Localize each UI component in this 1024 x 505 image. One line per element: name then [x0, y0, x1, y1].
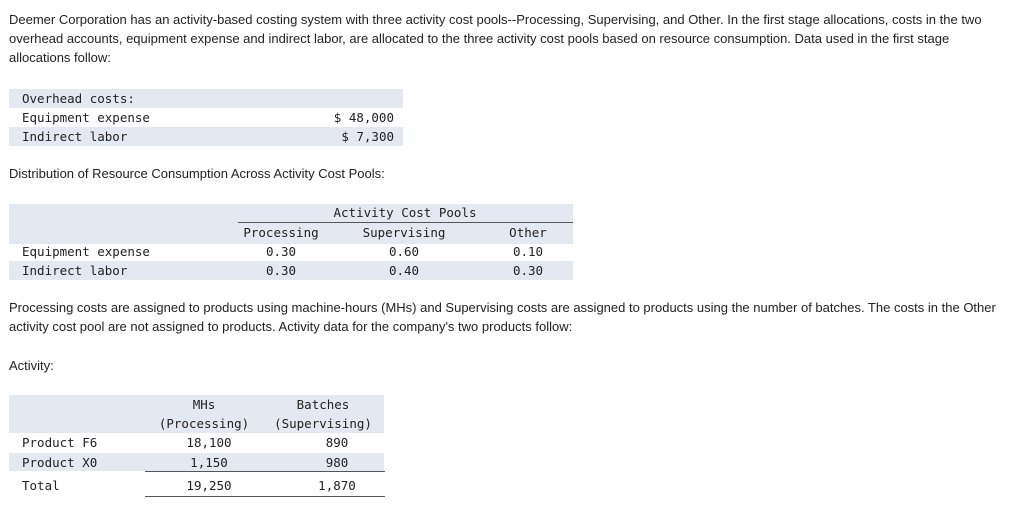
activity-cell: 890 — [325, 435, 349, 450]
activity-cell: 1,150 — [190, 455, 228, 470]
column-header-supervising: Supervising — [362, 225, 446, 240]
activity-row-label: Product X0 — [22, 455, 98, 470]
distribution-cell: 0.10 — [512, 244, 544, 259]
assignment-paragraph: Processing costs are assigned to product… — [9, 300, 996, 334]
column-header-other: Other — [509, 225, 547, 240]
group-header-rule — [238, 222, 573, 223]
overhead-row-value: $ 48,000 — [333, 110, 394, 125]
column-header-batches: Batches — [296, 397, 350, 412]
total-cell: 19,250 — [186, 478, 232, 493]
overhead-heading: Overhead costs: — [22, 91, 135, 106]
column-header-mhs-sub: (Processing) — [158, 416, 250, 431]
activity-caption: Activity: — [9, 358, 54, 373]
total-label: Total — [22, 478, 60, 493]
distribution-cell: 0.30 — [265, 244, 297, 259]
distribution-row-band — [9, 261, 573, 280]
activity-row-label: Product F6 — [22, 435, 98, 450]
overhead-row-value: $ 7,300 — [341, 129, 394, 144]
overhead-row-band — [9, 127, 403, 146]
column-header-batches-sub: (Supervising) — [274, 416, 372, 431]
overhead-row-label: Equipment expense — [22, 110, 150, 125]
activity-header-band — [9, 395, 384, 433]
overhead-header-band — [9, 89, 403, 108]
distribution-row-label: Indirect labor — [22, 263, 128, 278]
column-header-mhs: MHs — [192, 397, 216, 412]
group-header: Activity Cost Pools — [333, 205, 477, 220]
column-header-processing: Processing — [243, 225, 319, 240]
overhead-row-label: Indirect labor — [22, 129, 128, 144]
distribution-header-band — [9, 204, 573, 244]
distribution-caption: Distribution of Resource Consumption Acr… — [9, 166, 385, 181]
activity-cell: 18,100 — [186, 435, 232, 450]
distribution-cell: 0.30 — [265, 263, 297, 278]
intro-paragraph: Deemer Corporation has an activity-based… — [9, 12, 982, 65]
distribution-row-label: Equipment expense — [22, 244, 150, 259]
distribution-cell: 0.30 — [512, 263, 544, 278]
total-cell: 1,870 — [318, 478, 356, 493]
activity-cell: 980 — [325, 455, 349, 470]
distribution-cell: 0.40 — [388, 263, 420, 278]
total-rule — [145, 496, 385, 497]
distribution-cell: 0.60 — [388, 244, 420, 259]
activity-row-band — [9, 453, 384, 471]
subtotal-rule — [145, 471, 385, 472]
